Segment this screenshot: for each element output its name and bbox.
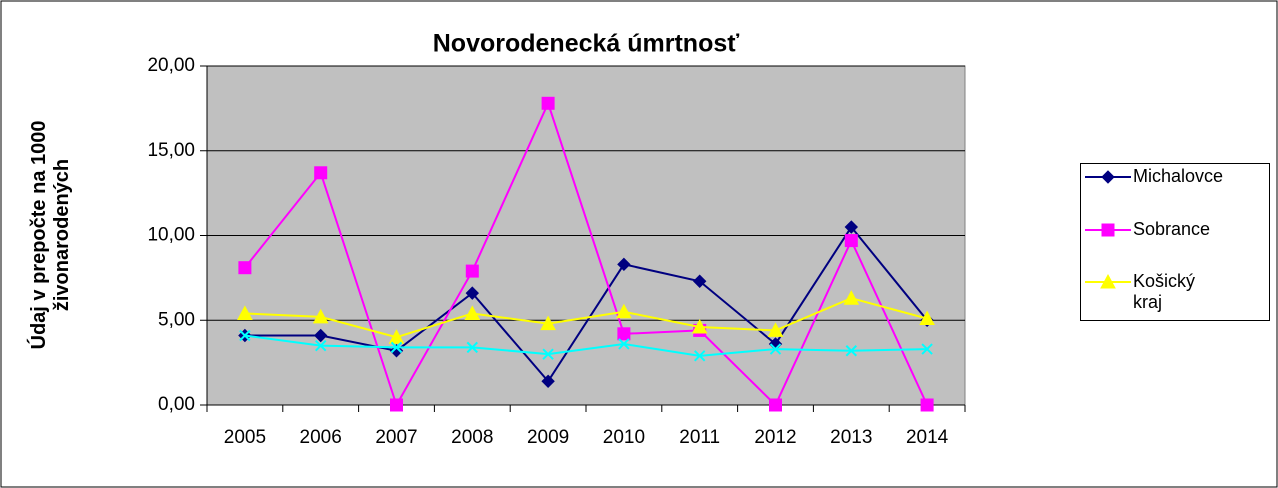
y-axis-label: Údaj v prepočte na 1000živonarodených xyxy=(26,121,73,350)
y-tick-label: 20,00 xyxy=(147,55,195,76)
marker xyxy=(313,328,328,343)
marker xyxy=(541,96,555,110)
marker xyxy=(388,329,405,344)
marker xyxy=(465,286,480,300)
marker xyxy=(920,398,934,412)
marker xyxy=(616,303,632,319)
marker xyxy=(1101,223,1115,237)
marker xyxy=(919,310,935,326)
marker xyxy=(769,343,782,355)
legend-label: Michalovce xyxy=(1133,166,1224,186)
marker xyxy=(693,350,706,362)
marker xyxy=(464,305,481,320)
chart-title: Novorodenecká úmrtnosť xyxy=(433,30,740,58)
marker xyxy=(237,305,253,320)
marker xyxy=(312,308,329,324)
x-tick-label: 2009 xyxy=(527,427,569,448)
marker xyxy=(540,315,556,331)
marker xyxy=(618,338,630,350)
marker xyxy=(1101,170,1115,184)
legend-item: Sobrance xyxy=(1081,219,1271,259)
y-axis-label-line: Údaj v prepočte na 1000 xyxy=(26,121,50,350)
x-tick-label: 2008 xyxy=(451,427,493,448)
marker xyxy=(466,341,479,354)
marker xyxy=(692,274,707,288)
legend-swatch xyxy=(1085,170,1131,184)
legend-item: Michalovce xyxy=(1081,166,1271,206)
x-tick-label: 2010 xyxy=(603,427,645,448)
marker xyxy=(843,290,860,305)
x-tick-label: 2005 xyxy=(224,427,266,448)
y-tick-label: 0,00 xyxy=(158,394,195,415)
series-line xyxy=(244,297,928,339)
marker xyxy=(541,374,555,388)
marker xyxy=(390,341,403,354)
x-tick-label: 2006 xyxy=(300,427,342,448)
y-tick-label: 15,00 xyxy=(147,140,195,161)
marker xyxy=(769,398,782,412)
marker xyxy=(921,343,933,355)
x-tick-label: 2012 xyxy=(754,427,796,448)
legend-swatch xyxy=(1085,273,1131,289)
y-axis-label-line: živonarodených xyxy=(51,159,73,311)
legend: Michalovce Sobrance Košický kraj xyxy=(1080,163,1270,321)
marker xyxy=(691,318,708,334)
marker xyxy=(1100,273,1116,289)
x-tick-label: 2013 xyxy=(830,427,872,448)
y-tick-label: 5,00 xyxy=(158,309,195,330)
marker xyxy=(767,322,784,337)
legend-swatch xyxy=(1085,223,1131,237)
marker xyxy=(390,398,403,412)
legend-label: Košický kraj xyxy=(1133,271,1196,312)
marker xyxy=(617,257,631,272)
marker xyxy=(314,339,327,352)
marker xyxy=(844,234,858,248)
marker xyxy=(239,329,251,342)
legend-item: Košický kraj xyxy=(1081,271,1271,312)
y-tick-label: 10,00 xyxy=(147,225,195,246)
marker xyxy=(542,348,554,360)
marker xyxy=(465,264,479,278)
x-tick-label: 2011 xyxy=(679,427,720,448)
series-line xyxy=(244,334,928,357)
marker xyxy=(844,220,859,234)
series-line xyxy=(244,100,929,408)
x-tick-label: 2007 xyxy=(375,427,417,448)
marker xyxy=(238,261,252,275)
marker xyxy=(845,345,858,357)
marker xyxy=(617,327,631,341)
x-tick-label: 2014 xyxy=(906,427,949,448)
legend-label: Sobrance xyxy=(1133,219,1211,239)
marker xyxy=(314,166,328,180)
series-line xyxy=(244,225,928,383)
